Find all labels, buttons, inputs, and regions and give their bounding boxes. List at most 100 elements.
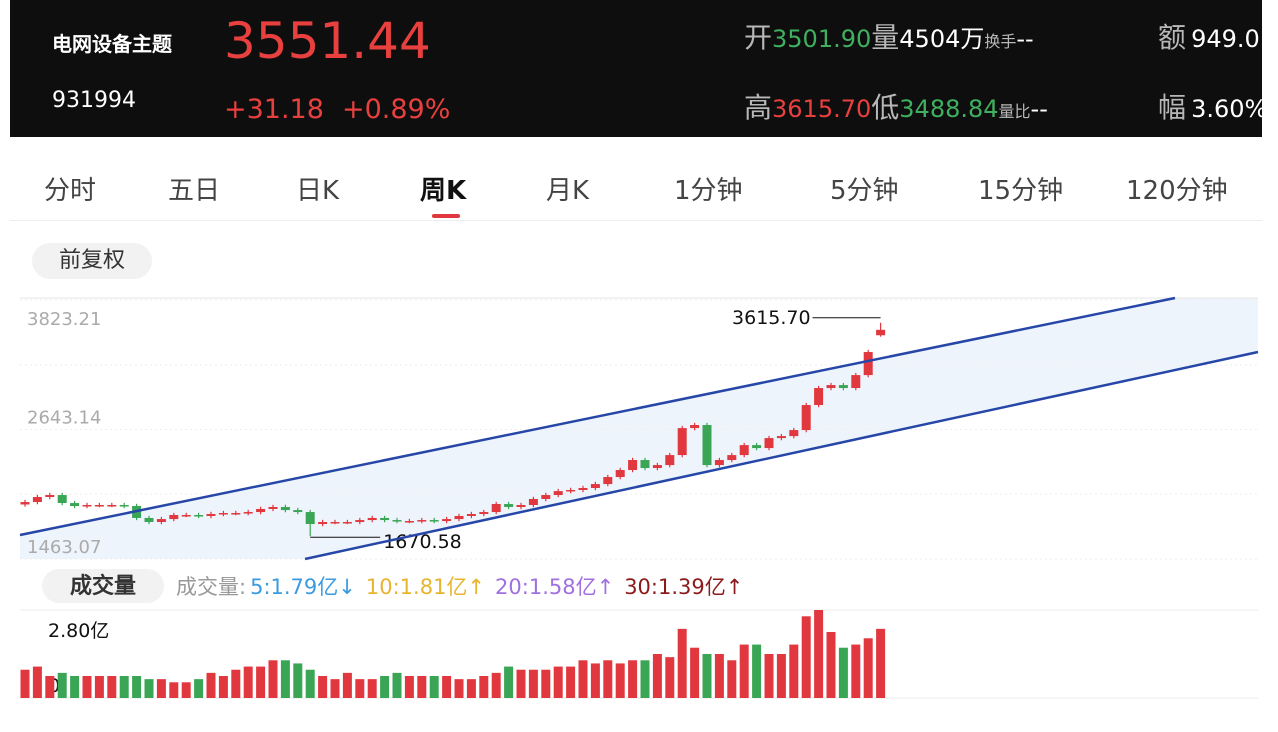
candle-body <box>851 375 861 389</box>
volume-button[interactable] <box>42 569 164 603</box>
candle-body <box>268 506 278 509</box>
candle-body <box>516 505 526 507</box>
volume-bar <box>231 669 241 698</box>
candle-body <box>566 489 576 492</box>
volume-bar <box>516 669 526 698</box>
candle-body <box>367 517 377 521</box>
candle-body <box>169 515 179 520</box>
candle-body <box>442 519 452 522</box>
candle-body <box>231 513 241 515</box>
volume-bar <box>553 666 563 698</box>
volume-bar <box>615 663 625 698</box>
vol-tick-label: 2.80亿 <box>48 620 109 642</box>
candle-body <box>144 517 154 523</box>
stat-label: 幅 <box>1158 91 1187 124</box>
volume-bar <box>268 660 278 698</box>
adjust-button[interactable]: 前复权 <box>32 243 152 279</box>
period-tab[interactable]: 月K <box>546 176 590 206</box>
stat-label: 高 <box>744 91 773 124</box>
period-tab[interactable]: 5分钟 <box>830 176 899 206</box>
volume-bar <box>566 666 576 698</box>
stat-value: 3488.84 <box>899 95 999 123</box>
period-tabs: 分时 五日 日K 周K 月K 1分钟 5分钟 15分钟 120分钟 <box>10 150 1262 221</box>
volume-bar <box>404 676 414 698</box>
candle-body <box>355 520 365 523</box>
period-tab[interactable]: 120分钟 <box>1126 176 1228 206</box>
candle-body <box>45 495 55 498</box>
stat-value: 3615.70 <box>772 95 872 123</box>
period-tab[interactable]: 1分钟 <box>674 176 743 206</box>
stat-label: 换手 <box>984 32 1017 51</box>
channel-fill <box>20 298 1258 559</box>
candle-body <box>838 385 848 389</box>
stat-label: 低 <box>871 91 900 124</box>
candle-body <box>603 477 613 485</box>
ma-legend: 20:1.58亿↑ <box>495 575 614 599</box>
volume-bar <box>814 610 824 698</box>
candle-body <box>504 504 514 507</box>
volume-bar <box>293 663 303 698</box>
period-tab[interactable]: 分时 <box>44 176 97 206</box>
volume-bar <box>491 672 501 698</box>
candle-body <box>256 508 266 513</box>
candle-body <box>876 329 886 336</box>
candle-body <box>628 460 638 471</box>
volume-bar <box>640 660 650 698</box>
candle-body <box>392 520 402 522</box>
candle-body <box>776 436 786 439</box>
change-pct: +0.89% <box>342 94 451 125</box>
volume-bar <box>243 666 253 698</box>
candle-body <box>652 465 662 469</box>
stat-row: 幅 3.60% <box>1158 86 1262 126</box>
volume-title: 成交量 <box>70 573 136 599</box>
volume-bar <box>826 632 836 698</box>
period-tab[interactable]: 周K <box>420 176 467 206</box>
volume-bar <box>181 682 191 698</box>
volume-legend-title: 成交量: <box>176 575 246 599</box>
candle-body <box>243 512 253 514</box>
period-tab[interactable]: 日K <box>296 176 340 206</box>
period-tab[interactable]: 15分钟 <box>978 176 1064 206</box>
volume-bar <box>132 676 142 698</box>
tab-indicator <box>432 214 460 218</box>
period-tab[interactable]: 五日 <box>168 176 221 206</box>
volume-bar <box>714 654 724 698</box>
candle-body <box>94 505 104 507</box>
volume-bar <box>851 644 861 698</box>
price: 3551.44 <box>224 12 431 70</box>
volume-bar <box>280 660 290 698</box>
candle-body <box>429 520 439 522</box>
volume-bar <box>392 672 402 698</box>
volume-bar <box>677 628 687 698</box>
volume-bar <box>739 644 749 698</box>
candle-body <box>863 352 873 376</box>
volume-bar <box>442 676 452 698</box>
volume-bar <box>578 660 588 698</box>
candle-body <box>466 514 476 516</box>
stat-row: 开3501.90量4504万换手-- <box>744 16 1034 56</box>
candle-body <box>789 430 799 437</box>
volume-bar <box>727 660 737 698</box>
candle-body <box>107 505 117 507</box>
candle-body <box>739 445 749 456</box>
quote-header: 电网设备主题 931994 3551.44 +31.18 +0.89% 开350… <box>10 0 1262 137</box>
volume-bar <box>863 638 873 698</box>
candle-body <box>702 425 712 466</box>
stat-label: 开 <box>744 21 773 54</box>
volume-bar <box>764 654 774 698</box>
candle-body <box>826 385 836 389</box>
candle-body <box>119 505 129 507</box>
candle-body <box>342 522 352 524</box>
candle-body <box>82 505 92 507</box>
volume-bar <box>206 672 216 698</box>
candle-body <box>752 445 762 449</box>
volume-bar <box>256 666 266 698</box>
candle-body <box>801 405 811 431</box>
volume-bar <box>107 676 117 698</box>
candle-body <box>380 517 390 521</box>
ma-legend: 10:1.81亿↑ <box>366 575 485 599</box>
volume-bar <box>380 676 390 698</box>
y-tick-label: 2643.14 <box>27 408 101 429</box>
candle-body <box>206 514 216 516</box>
candle-body <box>578 488 588 490</box>
